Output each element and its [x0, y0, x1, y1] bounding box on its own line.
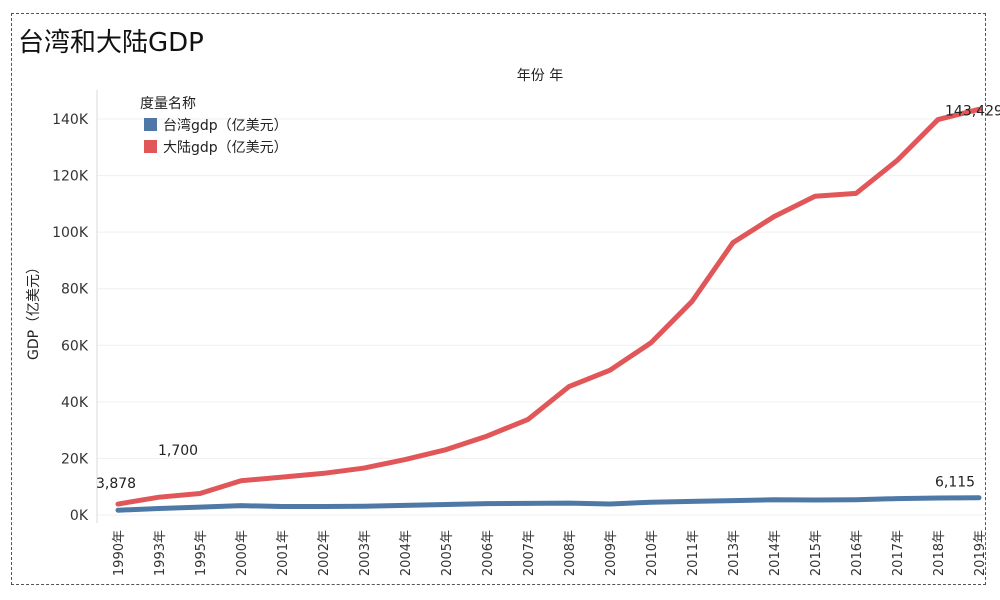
- legend-label[interactable]: 台湾gdp（亿美元）: [163, 117, 288, 134]
- data-point[interactable]: [157, 495, 161, 499]
- chart-frame: [11, 13, 986, 585]
- data-labels: 3,878 1,700 143,429 6,115: [96, 103, 1000, 492]
- data-point[interactable]: [526, 501, 530, 505]
- data-point[interactable]: [649, 500, 653, 504]
- data-point[interactable]: [198, 492, 202, 496]
- data-point[interactable]: [608, 502, 612, 506]
- data-point[interactable]: [362, 504, 366, 508]
- data-label: 143,429: [945, 103, 1000, 119]
- data-point[interactable]: [526, 417, 530, 421]
- data-point[interactable]: [936, 118, 940, 122]
- x-tick-label: 2009年: [604, 530, 619, 576]
- x-tick-label: 2011年: [686, 530, 701, 576]
- chart-title: 台湾和大陆GDP: [18, 28, 204, 58]
- data-point[interactable]: [239, 479, 243, 483]
- data-point[interactable]: [157, 506, 161, 510]
- x-tick-label: 2016年: [850, 530, 865, 576]
- data-point[interactable]: [403, 503, 407, 507]
- data-point[interactable]: [608, 368, 612, 372]
- gridlines: [97, 118, 985, 516]
- y-tick-label: 140K: [52, 112, 89, 128]
- series-lines: [115, 106, 982, 513]
- x-tick-label: 2007年: [522, 530, 537, 576]
- data-point[interactable]: [895, 159, 899, 163]
- data-label: 6,115: [935, 475, 975, 491]
- data-point[interactable]: [690, 499, 694, 503]
- data-point[interactable]: [977, 496, 981, 500]
- data-point[interactable]: [444, 448, 448, 452]
- data-point[interactable]: [854, 498, 858, 502]
- x-tick-label: 1995年: [194, 530, 209, 576]
- x-tick-label: 2015年: [809, 530, 824, 576]
- legend-swatch[interactable]: [144, 118, 157, 131]
- data-point[interactable]: [280, 505, 284, 509]
- data-point[interactable]: [813, 194, 817, 198]
- x-tick-label: 2006年: [481, 530, 496, 576]
- x-tick-label: 2003年: [358, 530, 373, 576]
- x-tick-label: 2001年: [276, 530, 291, 576]
- data-point[interactable]: [485, 502, 489, 506]
- data-point[interactable]: [772, 498, 776, 502]
- data-point[interactable]: [321, 505, 325, 509]
- x-axis-ticks: 1990年 1993年 1995年 2000年 2001年 2002年 2003年 2004年…: [112, 530, 988, 576]
- x-tick-label: 2010年: [645, 530, 660, 576]
- x-tick-label: 2005年: [440, 530, 455, 576]
- data-point[interactable]: [485, 434, 489, 438]
- data-point[interactable]: [936, 496, 940, 500]
- y-tick-label: 20K: [61, 451, 89, 467]
- legend-title: 度量名称: [140, 96, 196, 112]
- x-tick-label: 2018年: [932, 530, 947, 576]
- y-axis-ticks: 0K 20K 40K 60K 80K 100K 120K 140K: [52, 112, 89, 524]
- x-tick-label: 2017年: [891, 530, 906, 576]
- y-tick-label: 40K: [61, 395, 89, 411]
- data-label: 1,700: [158, 443, 198, 459]
- y-axis-title: GDP（亿美元）: [26, 260, 42, 360]
- legend: 度量名称 台湾gdp（亿美元） 大陆gdp（亿美元）: [140, 96, 288, 156]
- data-point[interactable]: [854, 191, 858, 195]
- x-tick-label: 1993年: [153, 530, 168, 576]
- data-point[interactable]: [977, 107, 981, 111]
- data-point[interactable]: [690, 299, 694, 303]
- data-point[interactable]: [731, 241, 735, 245]
- data-point[interactable]: [280, 475, 284, 479]
- x-tick-label: 2008年: [563, 530, 578, 576]
- data-point[interactable]: [567, 501, 571, 505]
- x-tick-label: 2019年: [973, 530, 988, 576]
- y-tick-label: 0K: [70, 508, 89, 524]
- data-point[interactable]: [362, 466, 366, 470]
- data-point[interactable]: [895, 497, 899, 501]
- x-tick-label: 2000年: [235, 530, 250, 576]
- x-tick-label: 2004年: [399, 530, 414, 576]
- data-point[interactable]: [444, 503, 448, 507]
- data-point[interactable]: [239, 504, 243, 508]
- data-point[interactable]: [813, 498, 817, 502]
- data-label: 3,878: [96, 476, 136, 492]
- series-line-1[interactable]: [115, 106, 982, 507]
- data-point[interactable]: [198, 505, 202, 509]
- data-point[interactable]: [403, 458, 407, 462]
- data-point[interactable]: [321, 471, 325, 475]
- y-tick-label: 120K: [52, 169, 89, 185]
- legend-swatch[interactable]: [144, 140, 157, 153]
- data-point[interactable]: [567, 385, 571, 389]
- data-point[interactable]: [116, 502, 120, 506]
- legend-label[interactable]: 大陆gdp（亿美元）: [163, 140, 288, 156]
- y-tick-label: 100K: [52, 225, 89, 241]
- data-point[interactable]: [731, 499, 735, 503]
- x-tick-label: 1990年: [112, 530, 127, 576]
- y-tick-label: 60K: [61, 338, 89, 354]
- x-tick-label: 2002年: [317, 530, 332, 576]
- data-point[interactable]: [116, 508, 120, 512]
- series-line-0[interactable]: [115, 495, 982, 513]
- x-tick-label: 2014年: [768, 530, 783, 576]
- x-tick-label: 2013年: [727, 530, 742, 576]
- data-point[interactable]: [649, 341, 653, 345]
- y-tick-label: 80K: [61, 282, 89, 298]
- data-point[interactable]: [772, 215, 776, 219]
- top-axis-title: 年份 年: [517, 68, 563, 84]
